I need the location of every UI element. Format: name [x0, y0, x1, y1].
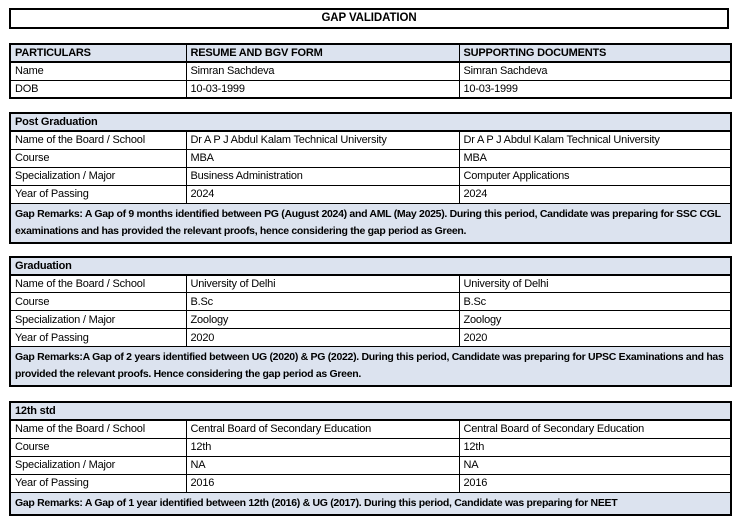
cell-dob-supporting: 10-03-1999 — [458, 79, 732, 99]
row-label-year-of-passing: Year of Passing — [9, 473, 187, 493]
page-title: GAP VALIDATION — [9, 8, 729, 29]
row-label-board-school: Name of the Board / School — [9, 419, 187, 439]
cell-course-supporting: MBA — [458, 148, 732, 168]
cell-specialization-supporting: NA — [458, 455, 732, 475]
cell-name-supporting: Simran Sachdeva — [458, 61, 732, 81]
section-header-row: Post Graduation — [9, 112, 732, 132]
cell-name-resume: Simran Sachdeva — [185, 61, 460, 81]
cell-board-resume: Central Board of Secondary Education — [185, 419, 460, 439]
cell-year-supporting: 2020 — [458, 328, 732, 347]
column-header-particulars: PARTICULARS — [9, 43, 187, 63]
cell-board-resume: University of Delhi — [185, 274, 460, 293]
row-label-board-school: Name of the Board / School — [9, 274, 187, 293]
cell-year-resume: 2024 — [185, 184, 460, 204]
gap-remarks-row: Gap Remarks: A Gap of 1 year identified … — [9, 491, 732, 515]
table-row-year-of-passing: Year of Passing 2020 2020 — [9, 328, 732, 347]
cell-course-resume: MBA — [185, 148, 460, 168]
gap-remarks-row: Gap Remarks: A Gap of 9 months identifie… — [9, 202, 732, 243]
section-header-row: Graduation — [9, 256, 732, 276]
section-title-graduation: Graduation — [9, 256, 732, 276]
cell-specialization-supporting: Zoology — [458, 310, 732, 329]
cell-year-supporting: 2024 — [458, 184, 732, 204]
row-label-specialization: Specialization / Major — [9, 166, 187, 186]
table-row-board-school: Name of the Board / School University of… — [9, 274, 732, 293]
cell-year-resume: 2016 — [185, 473, 460, 493]
column-header-supporting-documents: SUPPORTING DOCUMENTS — [458, 43, 732, 63]
gap-remarks-graduation: Gap Remarks:A Gap of 2 years identified … — [9, 346, 732, 387]
cell-board-resume: Dr A P J Abdul Kalam Technical Universit… — [185, 130, 460, 150]
table-row-dob: DOB 10-03-1999 10-03-1999 — [9, 79, 732, 99]
column-header-resume-bgv-form: RESUME AND BGV FORM — [185, 43, 460, 63]
table-row-year-of-passing: Year of Passing 2024 2024 — [9, 184, 732, 204]
cell-dob-resume: 10-03-1999 — [185, 79, 460, 99]
row-label-course: Course — [9, 148, 187, 168]
row-label-course: Course — [9, 292, 187, 311]
gap-validation-document: GAP VALIDATION PARTICULARS RESUME AND BG… — [0, 8, 738, 521]
cell-specialization-resume: Zoology — [185, 310, 460, 329]
graduation-table: Graduation Name of the Board / School Un… — [9, 255, 733, 387]
cell-year-resume: 2020 — [185, 328, 460, 347]
cell-specialization-supporting: Computer Applications — [458, 166, 732, 186]
row-label-year-of-passing: Year of Passing — [9, 184, 187, 204]
gap-remarks-12th-std: Gap Remarks: A Gap of 1 year identified … — [9, 491, 732, 515]
row-label-course: Course — [9, 437, 187, 457]
cell-specialization-resume: Business Administration — [185, 166, 460, 186]
cell-course-supporting: 12th — [458, 437, 732, 457]
row-label-specialization: Specialization / Major — [9, 310, 187, 329]
table-row-course: Course 12th 12th — [9, 437, 732, 457]
cell-specialization-resume: NA — [185, 455, 460, 475]
table-row-course: Course MBA MBA — [9, 148, 732, 168]
table-row-board-school: Name of the Board / School Dr A P J Abdu… — [9, 130, 732, 150]
row-label-year-of-passing: Year of Passing — [9, 328, 187, 347]
table-row-specialization: Specialization / Major NA NA — [9, 455, 732, 475]
cell-course-resume: 12th — [185, 437, 460, 457]
table-row-board-school: Name of the Board / School Central Board… — [9, 419, 732, 439]
table-row-course: Course B.Sc B.Sc — [9, 292, 732, 311]
gap-remarks-post-graduation: Gap Remarks: A Gap of 9 months identifie… — [9, 202, 732, 243]
table-row-specialization: Specialization / Major Zoology Zoology — [9, 310, 732, 329]
section-header-row: 12th std — [9, 401, 732, 421]
row-label-specialization: Specialization / Major — [9, 455, 187, 475]
section-title-post-graduation: Post Graduation — [9, 112, 732, 132]
cell-course-supporting: B.Sc — [458, 292, 732, 311]
cell-board-supporting: Dr A P J Abdul Kalam Technical Universit… — [458, 130, 732, 150]
row-label-name: Name — [9, 61, 187, 81]
table-row-name: Name Simran Sachdeva Simran Sachdeva — [9, 61, 732, 81]
gap-remarks-row: Gap Remarks:A Gap of 2 years identified … — [9, 346, 732, 387]
table-row-specialization: Specialization / Major Business Administ… — [9, 166, 732, 186]
cell-course-resume: B.Sc — [185, 292, 460, 311]
twelfth-std-table: 12th std Name of the Board / School Cent… — [9, 401, 732, 516]
cell-year-supporting: 2016 — [458, 473, 732, 493]
post-graduation-table: Post Graduation Name of the Board / Scho… — [9, 112, 733, 244]
cell-board-supporting: University of Delhi — [458, 274, 732, 293]
table-row-year-of-passing: Year of Passing 2016 2016 — [9, 473, 732, 493]
section-title-12th-std: 12th std — [9, 401, 732, 421]
particulars-header-row: PARTICULARS RESUME AND BGV FORM SUPPORTI… — [9, 43, 732, 63]
row-label-board-school: Name of the Board / School — [9, 130, 187, 150]
cell-board-supporting: Central Board of Secondary Education — [458, 419, 732, 439]
particulars-table: PARTICULARS RESUME AND BGV FORM SUPPORTI… — [9, 43, 732, 99]
row-label-dob: DOB — [9, 79, 187, 99]
